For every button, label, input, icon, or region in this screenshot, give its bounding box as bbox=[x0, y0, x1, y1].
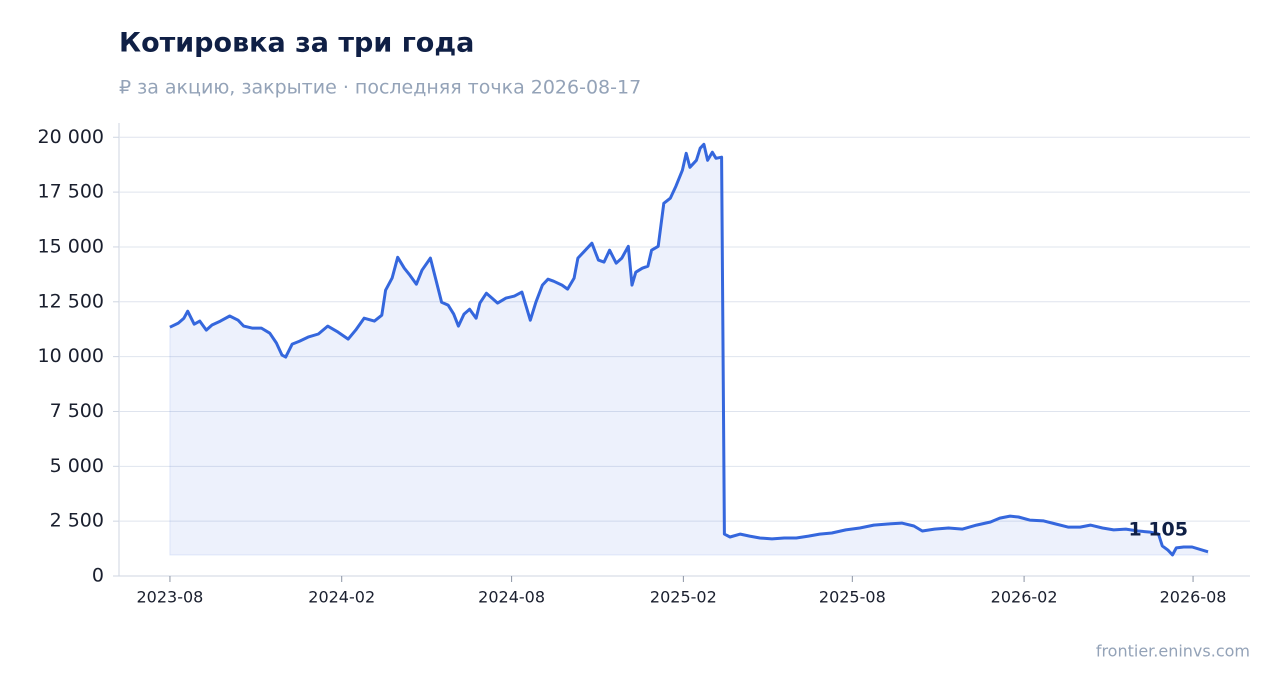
y-tick-label: 12 500 bbox=[38, 290, 104, 312]
x-tick-label: 2026-08 bbox=[1160, 588, 1227, 607]
x-tick-label: 2023-08 bbox=[137, 588, 204, 607]
y-tick-label: 17 500 bbox=[38, 181, 104, 203]
y-tick-label: 15 000 bbox=[38, 235, 104, 257]
x-tick-label: 2024-02 bbox=[308, 588, 375, 607]
y-tick-label: 0 bbox=[92, 565, 104, 587]
area bbox=[169, 143, 1209, 556]
x-tick-label: 2025-02 bbox=[650, 588, 717, 607]
x-tick-label: 2026-02 bbox=[991, 588, 1058, 607]
y-tick-label: 7 500 bbox=[50, 400, 104, 422]
y-tick-label: 5 000 bbox=[50, 455, 104, 477]
y-tick-label: 20 000 bbox=[38, 126, 104, 148]
price-line bbox=[169, 142, 1209, 557]
y-tick-label: 2 500 bbox=[50, 510, 104, 532]
chart-title: Котировка за три года bbox=[119, 28, 474, 59]
chart-subtitle: ₽ за акцию, закрытие · последняя точка 2… bbox=[119, 77, 641, 99]
last-value-label: 1 105 bbox=[1128, 518, 1188, 540]
y-tick-label: 10 000 bbox=[38, 345, 104, 367]
x-tick-label: 2024-08 bbox=[478, 588, 545, 607]
x-tick-label: 2025-08 bbox=[819, 588, 886, 607]
source: frontier.eninvs.com bbox=[1096, 642, 1250, 661]
